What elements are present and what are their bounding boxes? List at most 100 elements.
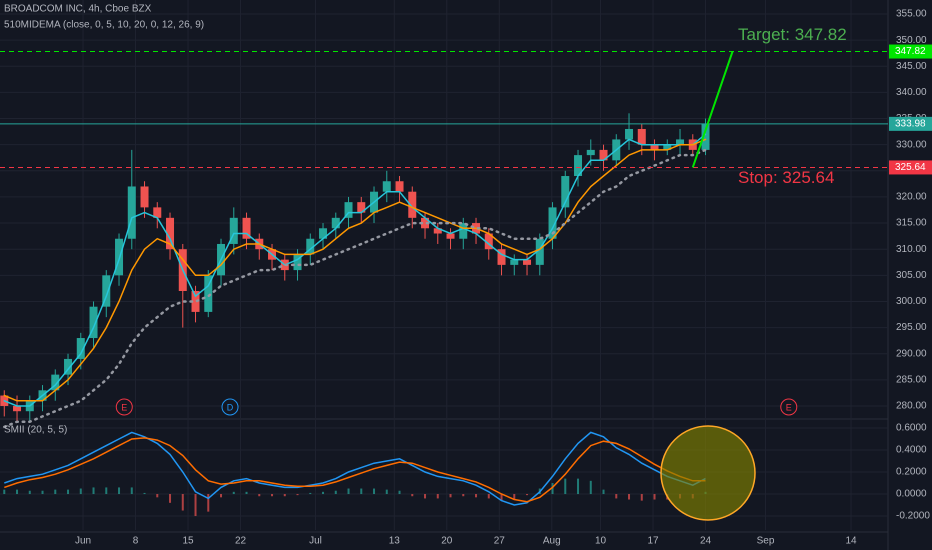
histogram-bar xyxy=(271,494,274,497)
candle-body xyxy=(510,259,519,265)
x-tick-label: 20 xyxy=(441,536,453,547)
histogram-bar xyxy=(577,478,580,495)
event-marker xyxy=(221,398,239,416)
histogram-bar xyxy=(181,494,184,511)
histogram-bar xyxy=(615,494,618,499)
histogram-bar xyxy=(258,494,261,497)
price-level-tag xyxy=(889,44,932,59)
candle-body xyxy=(76,338,85,359)
histogram-bar xyxy=(156,494,159,498)
candle-body xyxy=(663,144,672,150)
histogram-bar xyxy=(16,489,19,495)
histogram-bar xyxy=(207,494,210,512)
y-tick-label: 280.00 xyxy=(896,401,927,412)
indicator-legend: SMII (20, 5, 5) xyxy=(4,425,67,436)
candle-body xyxy=(561,176,570,208)
y-tick-label: 345.00 xyxy=(896,61,927,72)
candle-body xyxy=(599,149,608,161)
y-tick-label: 310.00 xyxy=(896,244,927,255)
x-tick-label: 24 xyxy=(700,536,712,547)
candle-body xyxy=(166,217,175,250)
candle-body xyxy=(102,275,111,307)
x-tick-label: 10 xyxy=(595,536,607,547)
histogram-bar xyxy=(283,494,286,497)
histogram-bar xyxy=(347,488,350,495)
y-tick-label: 315.00 xyxy=(896,218,927,229)
target-projection xyxy=(691,51,734,168)
price-level-tag xyxy=(889,160,932,175)
histogram-bar xyxy=(232,491,235,495)
histogram-bar xyxy=(105,487,108,495)
histogram-bar xyxy=(411,494,414,497)
y-tick-label: 0.2000 xyxy=(896,467,927,478)
x-tick-label: 8 xyxy=(133,536,139,547)
histogram-bar xyxy=(79,488,82,495)
candle-body xyxy=(497,249,506,265)
y-tick-label: 300.00 xyxy=(896,296,927,307)
histogram-bar xyxy=(54,489,57,495)
candle-body xyxy=(395,181,404,192)
indicator-legend: 510MIDEMA (close, 0, 5, 10, 20, 0, 12, 2… xyxy=(4,20,204,31)
event-label: D xyxy=(227,402,234,412)
x-tick-label: Jun xyxy=(75,536,91,547)
y-tick-label: 295.00 xyxy=(896,322,927,333)
histogram-bar xyxy=(436,494,439,499)
histogram-bar xyxy=(564,478,567,495)
candle-body xyxy=(344,202,353,218)
ema-line xyxy=(3,133,707,407)
y-tick-label: 320.00 xyxy=(896,192,927,203)
histogram-bar xyxy=(130,487,133,495)
candle-body xyxy=(242,217,251,239)
x-tick-label: 17 xyxy=(647,536,659,547)
histogram-bar xyxy=(194,494,197,517)
event-marker xyxy=(115,398,133,416)
histogram-bar xyxy=(628,494,631,500)
candle-body xyxy=(421,217,430,229)
histogram-bar xyxy=(653,494,656,500)
highlight-circle xyxy=(660,425,756,521)
ema-line xyxy=(3,148,707,429)
candle-body xyxy=(331,217,340,229)
y-tick-label: 285.00 xyxy=(896,374,927,385)
candle-body xyxy=(382,181,391,192)
candle-body xyxy=(153,207,162,218)
candle-body xyxy=(64,358,73,375)
histogram-bar xyxy=(487,494,490,499)
x-tick-label: Jul xyxy=(309,536,322,547)
y-tick-label: 330.00 xyxy=(896,139,927,150)
smii-line xyxy=(4,431,706,506)
histogram-bar xyxy=(551,483,554,495)
price-level-label: 325.64 xyxy=(895,162,926,173)
histogram-bar xyxy=(118,487,121,495)
candle-body xyxy=(319,228,328,239)
histogram-bar xyxy=(296,494,299,496)
candle-body xyxy=(650,144,659,150)
candle-body xyxy=(625,128,634,140)
histogram-bar xyxy=(67,489,70,495)
x-tick-label: 15 xyxy=(182,536,194,547)
candle-body xyxy=(484,233,493,250)
candle-body xyxy=(357,202,366,213)
histogram-bar xyxy=(462,494,465,497)
histogram-bar xyxy=(360,488,363,495)
histogram-bar xyxy=(334,490,337,495)
candle-body xyxy=(548,207,557,239)
y-tick-label: 0.6000 xyxy=(896,423,927,434)
candle-body xyxy=(306,238,315,255)
histogram-bar xyxy=(513,494,516,500)
histogram-bar xyxy=(602,489,605,495)
candle-body xyxy=(127,186,136,239)
x-tick-label: 13 xyxy=(389,536,401,547)
y-tick-label: 305.00 xyxy=(896,270,927,281)
candle-body xyxy=(574,155,583,177)
candle-body xyxy=(535,238,544,265)
histogram-bar xyxy=(28,490,31,495)
histogram-bar xyxy=(475,494,478,498)
candle-body xyxy=(637,128,646,145)
histogram-bar xyxy=(41,490,44,495)
histogram-bar xyxy=(398,490,401,495)
candle-body xyxy=(191,291,200,312)
price-level-tag xyxy=(889,116,932,131)
candle-body xyxy=(433,228,442,234)
